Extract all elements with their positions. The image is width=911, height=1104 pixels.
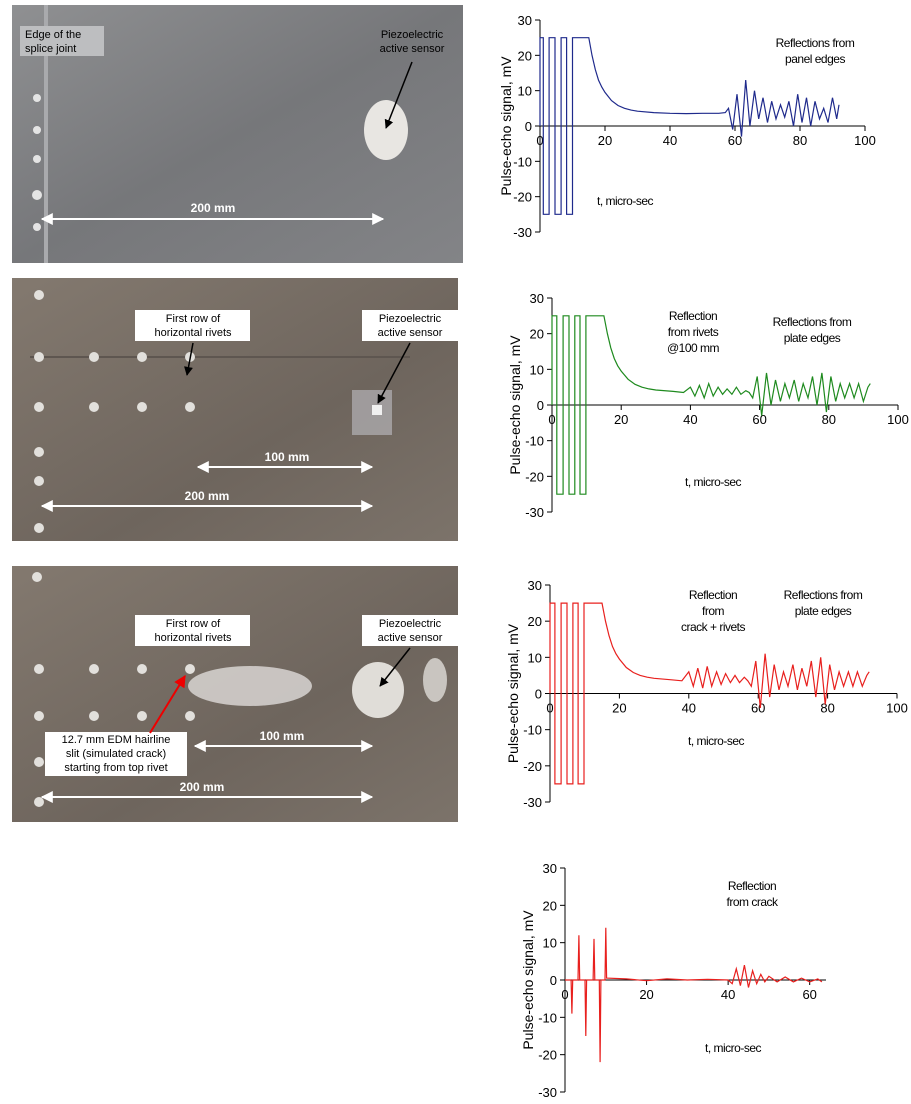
y-tick-label: -20 xyxy=(523,759,542,774)
annotation-line: from rivets xyxy=(668,325,719,339)
annotation-line: from xyxy=(702,604,725,618)
x-tick-label: 60 xyxy=(751,701,765,716)
y-tick-label: -30 xyxy=(525,505,544,520)
annotation: Reflections from plate edges xyxy=(784,588,863,618)
chart: -30 -20 -10 0 10 20 30 0 20 40 60 80 100 Pulse-echo s… xyxy=(505,578,908,810)
y-tick-label: -10 xyxy=(538,1010,557,1025)
x-tick-label: 0 xyxy=(548,412,555,427)
y-tick-label: 20 xyxy=(518,48,532,63)
y-tick-label: 10 xyxy=(530,362,544,377)
photo-label: 200 mm xyxy=(180,780,225,794)
annotation-line: Reflection xyxy=(689,588,737,602)
photo-label: 200 mm xyxy=(185,489,230,503)
annotation-line: from crack xyxy=(726,895,779,909)
y-tick-label: -30 xyxy=(523,795,542,810)
y-axis-label: Pulse-echo signal, mV xyxy=(498,56,514,196)
annotation-line: @100 mm xyxy=(667,341,720,355)
annotation: Reflections from panel edges xyxy=(776,36,855,66)
x-tick-label: 40 xyxy=(682,701,696,716)
y-tick-label: 10 xyxy=(528,650,542,665)
y-tick-label: 30 xyxy=(528,578,542,593)
y-tick-label: 0 xyxy=(537,398,544,413)
signal-line xyxy=(565,928,822,1062)
y-tick-label: 10 xyxy=(543,936,557,951)
x-axis-label: t, micro-sec xyxy=(597,194,654,208)
x-tick-label: 40 xyxy=(721,987,735,1002)
photo-label: 100 mm xyxy=(260,729,305,743)
x-tick-label: 20 xyxy=(614,412,628,427)
annotation-line: Reflection xyxy=(669,309,717,323)
chart: -30 -20 -10 0 10 20 30 0 20 40 60 80 100 Pulse-echo s… xyxy=(498,13,876,240)
y-tick-label: 0 xyxy=(550,973,557,988)
x-tick-label: 80 xyxy=(822,412,836,427)
annotation-line: Reflections from xyxy=(776,36,855,50)
x-tick-label: 20 xyxy=(639,987,653,1002)
y-tick-label: -20 xyxy=(538,1048,557,1063)
y-axis-label: Pulse-echo signal, mV xyxy=(507,335,523,475)
x-tick-label: 0 xyxy=(546,701,553,716)
annotation-line: panel edges xyxy=(785,52,845,66)
x-tick-label: 100 xyxy=(887,412,909,427)
x-tick-label: 60 xyxy=(752,412,766,427)
sensor xyxy=(364,100,408,160)
x-tick-label: 100 xyxy=(854,133,876,148)
annotation: Reflection from rivets @100 mm xyxy=(667,309,720,355)
x-tick-label: 0 xyxy=(536,133,543,148)
x-axis-label: t, micro-sec xyxy=(705,1041,762,1055)
annotation-line: plate edges xyxy=(795,604,852,618)
x-tick-label: 20 xyxy=(612,701,626,716)
x-axis-label: t, micro-sec xyxy=(688,734,745,748)
y-tick-label: 0 xyxy=(535,687,542,702)
annotation: Reflections from plate edges xyxy=(773,315,852,345)
y-tick-label: 20 xyxy=(528,614,542,629)
y-axis-label: Pulse-echo signal, mV xyxy=(520,910,536,1050)
x-tick-label: 80 xyxy=(793,133,807,148)
y-tick-label: -10 xyxy=(513,154,532,169)
annotation-line: Reflections from xyxy=(773,315,852,329)
x-tick-label: 0 xyxy=(561,987,568,1002)
y-tick-label: 0 xyxy=(525,119,532,134)
sensor xyxy=(352,662,404,718)
y-tick-label: 30 xyxy=(543,861,557,876)
photo-label: 100 mm xyxy=(265,450,310,464)
figure: Edge of thesplice joint Piezoelectricact… xyxy=(0,0,911,1104)
x-tick-label: 60 xyxy=(728,133,742,148)
y-tick-label: 30 xyxy=(518,13,532,28)
y-tick-label: -10 xyxy=(525,434,544,449)
annotation: Reflection from crack + rivets xyxy=(681,588,746,634)
x-tick-label: 20 xyxy=(598,133,612,148)
x-tick-label: 100 xyxy=(886,701,908,716)
crack-region xyxy=(188,666,312,706)
x-tick-label: 40 xyxy=(683,412,697,427)
y-tick-label: -20 xyxy=(525,469,544,484)
x-tick-label: 40 xyxy=(663,133,677,148)
x-tick-label: 80 xyxy=(820,701,834,716)
y-tick-label: 30 xyxy=(530,291,544,306)
annotation-line: Reflections from xyxy=(784,588,863,602)
y-tick-label: 10 xyxy=(518,84,532,99)
y-axis-label: Pulse-echo signal, mV xyxy=(505,623,521,763)
y-tick-label: 20 xyxy=(530,327,544,342)
chart: -30 -20 -10 0 10 20 30 0 20 40 60 80 100 Pulse-echo s… xyxy=(507,291,909,520)
annotation-line: plate edges xyxy=(784,331,841,345)
annotation-line: Reflection xyxy=(728,879,776,893)
y-tick-label: -30 xyxy=(513,225,532,240)
y-tick-label: 20 xyxy=(543,898,557,913)
x-tick-label: 60 xyxy=(802,987,816,1002)
y-tick-label: -10 xyxy=(523,723,542,738)
x-axis-label: t, micro-sec xyxy=(685,475,742,489)
annotation: Reflection from crack xyxy=(726,879,779,909)
annotation-line: crack + rivets xyxy=(681,620,746,634)
y-tick-label: -30 xyxy=(538,1085,557,1100)
y-tick-label: -20 xyxy=(513,190,532,205)
photo-label: 200 mm xyxy=(191,201,236,215)
reflection xyxy=(423,658,447,702)
sensor xyxy=(372,405,382,415)
chart: -30 -20 -10 0 10 20 30 0 20 40 60 Pulse-echo signal… xyxy=(520,861,826,1100)
